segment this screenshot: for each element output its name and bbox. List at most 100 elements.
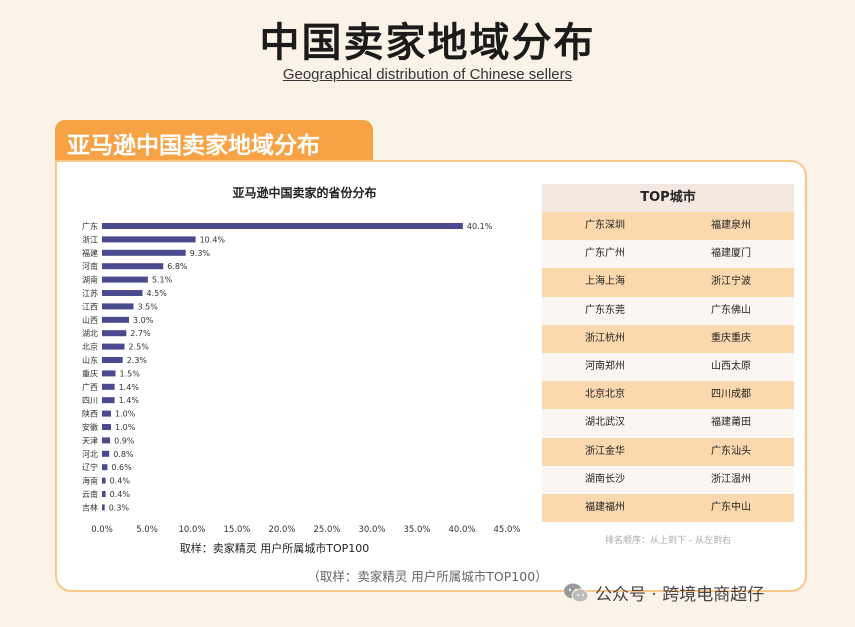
bar	[102, 424, 111, 430]
category-label: 湖南	[82, 275, 98, 285]
city-cell-right: 浙江宁波	[711, 276, 751, 288]
city-cell-right: 福建泉州	[711, 220, 751, 231]
data-label: 0.8%	[113, 450, 134, 459]
rank-note: 排名顺序：从上到下 - 从左到右	[605, 536, 731, 546]
table-row: 湖南长沙 浙江温州	[542, 465, 794, 494]
section-tab-label: 亚马逊中国卖家地域分布	[67, 133, 320, 159]
category-label: 重庆	[82, 368, 98, 378]
bar	[102, 491, 106, 497]
bar	[102, 464, 108, 471]
table-row: 浙江金华 广东汕头	[542, 437, 794, 466]
bar	[102, 236, 196, 243]
category-label: 辽宁	[82, 462, 98, 472]
category-label: 江西	[82, 302, 98, 311]
city-cell-left: 河南郑州	[585, 360, 625, 372]
city-cell-left: 浙江金华	[585, 445, 625, 457]
bar	[102, 504, 105, 511]
bar	[102, 263, 164, 270]
data-label: 9.3%	[190, 249, 211, 258]
data-label: 0.9%	[114, 436, 135, 445]
table-row: 福建福州 广东中山	[542, 493, 794, 523]
data-label: 1.5%	[120, 369, 141, 378]
section-tab: 亚马逊中国卖家地域分布	[55, 120, 373, 162]
city-cell-left: 湖北武汉	[585, 417, 625, 429]
city-cell-right: 四川成都	[711, 389, 751, 401]
category-label: 湖北	[82, 329, 98, 338]
x-tick-label: 35.0%	[403, 525, 430, 535]
footer-text: 公众号 · 跨境电商超仔	[595, 585, 765, 605]
x-tick-label: 30.0%	[358, 525, 385, 535]
bar	[102, 437, 111, 444]
table-row: 广东东莞 广东佛山	[542, 296, 794, 325]
bar	[102, 223, 463, 229]
table-row: 广东广州 福建厦门	[542, 240, 794, 269]
city-cell-left: 北京北京	[585, 389, 625, 401]
category-label: 河北	[82, 449, 98, 459]
table-row: 浙江杭州 重庆重庆	[542, 324, 794, 353]
table-row: 北京北京 四川成都	[542, 381, 794, 410]
city-cell-left: 福建福州	[585, 501, 625, 513]
table-row: 湖北武汉 福建莆田	[542, 409, 794, 438]
category-label: 云南	[82, 489, 98, 499]
table-row: 上海上海 浙江宁波	[542, 268, 794, 297]
data-label: 1.4%	[119, 396, 140, 405]
city-cell-right: 浙江温州	[711, 473, 751, 485]
x-tick-label: 10.0%	[178, 525, 205, 535]
page-subtitle: Geographical distribution of Chinese sel…	[0, 66, 855, 83]
category-label: 江苏	[82, 288, 98, 298]
data-label: 1.0%	[115, 410, 136, 419]
bar	[102, 303, 134, 310]
footer-watermark: 公众号 · 跨境电商超仔	[563, 580, 764, 605]
category-label: 山东	[82, 355, 98, 365]
city-cell-left: 湖南长沙	[585, 473, 625, 485]
city-cell-right: 重庆重庆	[711, 332, 751, 344]
bar	[102, 276, 148, 283]
bar	[102, 343, 125, 350]
data-label: 1.4%	[119, 383, 140, 392]
category-label: 广西	[82, 382, 98, 392]
city-cell-left: 广东广州	[585, 248, 625, 260]
data-label: 0.3%	[109, 503, 130, 512]
top-cities-title: TOP城市	[542, 184, 794, 212]
table-row: 广东深圳 福建泉州	[542, 212, 794, 241]
top-cities-rows: 广东深圳 福建泉州广东广州 福建厦门上海上海 浙江宁波广东东莞 广东佛山浙江杭州 重庆重庆…	[542, 212, 794, 523]
city-cell-left: 上海上海	[585, 276, 625, 288]
data-label: 4.5%	[147, 289, 168, 298]
data-label: 3.0%	[133, 316, 154, 325]
category-label: 天津	[82, 435, 98, 445]
bar	[102, 316, 129, 323]
data-label: 0.4%	[110, 477, 131, 486]
x-tick-label: 0.0%	[91, 525, 113, 535]
source-note: （取样：卖家精灵 用户所属城市TOP100）	[307, 569, 548, 584]
category-label: 安徽	[82, 422, 98, 432]
x-axis-label: 取样：卖家精灵 用户所属城市TOP100	[180, 541, 370, 555]
category-label: 海南	[82, 476, 98, 486]
city-cell-left: 浙江杭州	[585, 332, 625, 344]
table-row: 河南郑州 山西太原	[542, 352, 794, 382]
category-label: 吉林	[82, 502, 98, 512]
bar	[102, 410, 111, 417]
category-label: 四川	[82, 396, 98, 405]
city-cell-right: 广东中山	[711, 501, 751, 513]
city-cell-right: 福建莆田	[711, 417, 751, 429]
category-label: 河南	[82, 261, 98, 271]
bar	[102, 450, 110, 457]
bar	[102, 357, 123, 363]
x-tick-label: 25.0%	[313, 525, 340, 535]
data-label: 1.0%	[115, 423, 136, 432]
chart-title: 亚马逊中国卖家的省份分布	[232, 185, 376, 200]
bar	[102, 477, 106, 484]
city-cell-right: 福建厦门	[711, 248, 751, 260]
bar	[102, 370, 116, 377]
category-label: 陕西	[82, 409, 98, 419]
data-label: 40.1%	[467, 222, 493, 231]
city-cell-left: 广东深圳	[585, 220, 625, 231]
category-label: 北京	[82, 342, 98, 352]
category-label: 山西	[82, 315, 98, 325]
bar	[102, 397, 115, 404]
category-label: 浙江	[82, 234, 98, 244]
city-cell-right: 广东汕头	[711, 445, 751, 457]
top-cities-table: TOP城市 广东深圳 福建泉州 广东广州 福建厦门 上海上海 浙江宁波 广东东莞 广东佛山 浙江…	[542, 184, 794, 523]
city-cell-right: 山西太原	[711, 360, 751, 372]
